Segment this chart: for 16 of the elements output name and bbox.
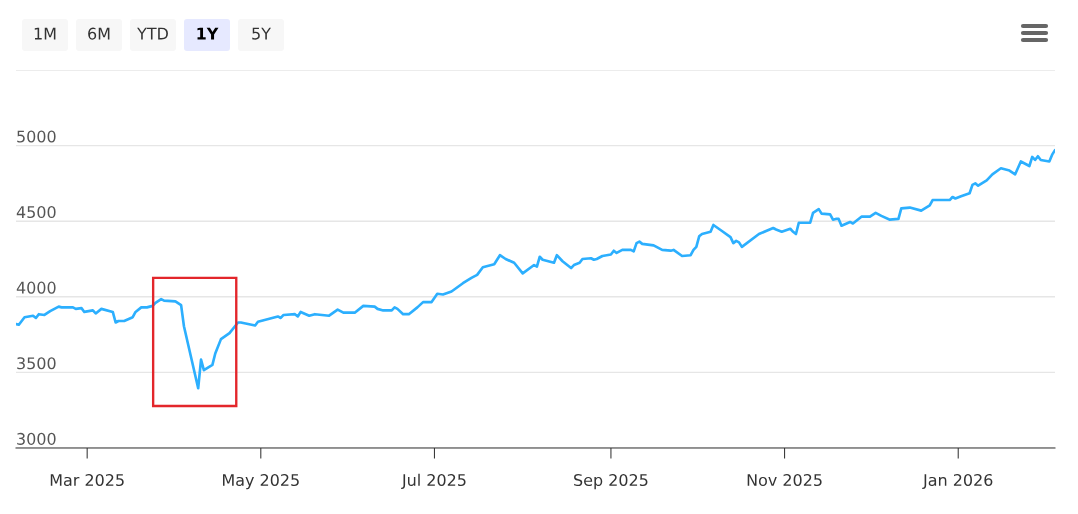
y-tick-label: 5000 — [17, 130, 56, 143]
y-tick-label: 3000 — [17, 432, 56, 445]
x-tick-label: Mar 2025 — [50, 473, 124, 487]
x-tick-label: Jul 2025 — [401, 473, 466, 490]
y-tick-label: 4000 — [16, 281, 56, 294]
x-tick-label: Jan 2026 — [922, 473, 993, 490]
text: 5Y — [252, 27, 271, 40]
text: YTD — [137, 27, 168, 40]
x-tick-label: Sep 2025 — [574, 473, 648, 490]
text: 6M — [88, 27, 110, 40]
x-tick-label: May 2025 — [223, 473, 299, 490]
y-tick-label: 4500 — [16, 206, 56, 219]
text: 1Y — [197, 27, 219, 40]
text: 1M — [34, 27, 56, 40]
y-tick-label: 3500 — [17, 357, 56, 370]
x-tick-label: Nov 2025 — [747, 473, 822, 487]
